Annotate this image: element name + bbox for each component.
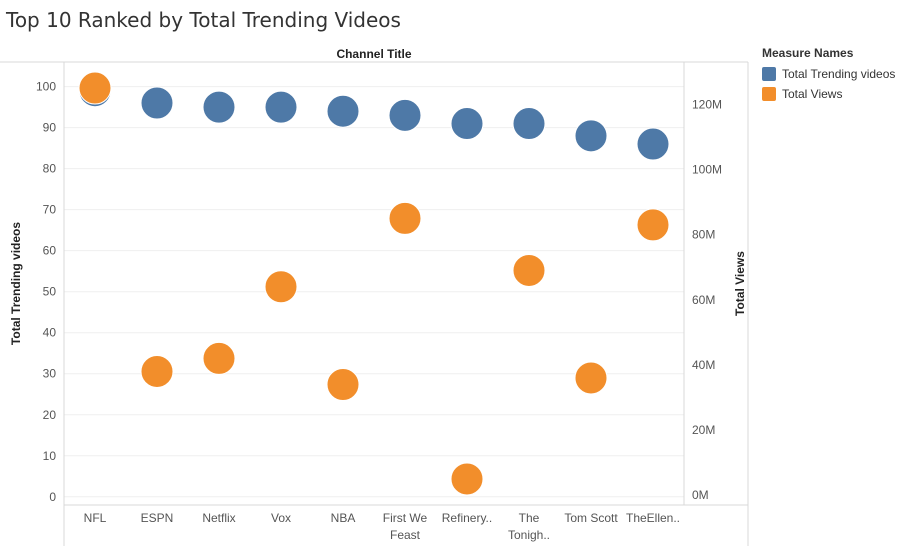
x-tick-label: Refinery.. bbox=[442, 511, 492, 525]
y-tick-label: 40 bbox=[43, 326, 57, 340]
y2-tick-label: 120M bbox=[692, 97, 722, 111]
legend-label-views: Total Views bbox=[782, 87, 843, 101]
x-tick-label: First We bbox=[383, 511, 428, 525]
point-trending-9 bbox=[636, 127, 670, 161]
x-tick-label: Tom Scott bbox=[564, 511, 618, 525]
x-tick-label: TheEllen.. bbox=[626, 511, 680, 525]
y-tick-label: 60 bbox=[43, 244, 57, 258]
x-tick-label: Tonigh.. bbox=[508, 528, 550, 542]
x-tick-label: Vox bbox=[271, 511, 291, 525]
y-axis-title: Total Trending videos bbox=[9, 222, 23, 345]
point-views-8 bbox=[574, 361, 608, 395]
point-views-2 bbox=[202, 341, 236, 375]
point-views-7 bbox=[512, 253, 546, 287]
point-trending-6 bbox=[450, 107, 484, 141]
y-tick-label: 80 bbox=[43, 162, 57, 176]
y-tick-label: 10 bbox=[43, 449, 57, 463]
legend-label-trending: Total Trending videos bbox=[782, 67, 896, 81]
legend-item-trending[interactable]: Total Trending videos bbox=[762, 64, 895, 84]
y-tick-label: 50 bbox=[43, 285, 57, 299]
point-views-0 bbox=[78, 71, 112, 105]
point-trending-3 bbox=[264, 90, 298, 124]
point-views-9 bbox=[636, 208, 670, 242]
y2-tick-label: 100M bbox=[692, 162, 722, 176]
legend-swatch-trending bbox=[762, 67, 776, 81]
point-views-4 bbox=[326, 367, 360, 401]
y-tick-label: 30 bbox=[43, 367, 57, 381]
y2-axis-title: Total Views bbox=[733, 251, 747, 316]
y2-tick-label: 0M bbox=[692, 488, 709, 502]
point-trending-1 bbox=[140, 86, 174, 120]
x-tick-label: ESPN bbox=[141, 511, 174, 525]
x-tick-label: NBA bbox=[331, 511, 356, 525]
legend-title: Measure Names bbox=[762, 46, 854, 60]
point-trending-7 bbox=[512, 107, 546, 141]
y2-tick-label: 80M bbox=[692, 228, 715, 242]
point-trending-5 bbox=[388, 98, 422, 132]
x-tick-label: Netflix bbox=[202, 511, 235, 525]
legend: Measure Names Total Trending videos Tota… bbox=[762, 46, 895, 104]
x-tick-label: NFL bbox=[84, 511, 107, 525]
x-tick-label: The bbox=[519, 511, 540, 525]
point-views-3 bbox=[264, 270, 298, 304]
y2-tick-label: 20M bbox=[692, 423, 715, 437]
column-header: Channel Title bbox=[336, 47, 411, 61]
y2-tick-label: 60M bbox=[692, 293, 715, 307]
y-tick-label: 20 bbox=[43, 408, 57, 422]
y-tick-label: 70 bbox=[43, 203, 57, 217]
point-views-6 bbox=[450, 462, 484, 496]
point-trending-2 bbox=[202, 90, 236, 124]
chart-title: Top 10 Ranked by Total Trending Videos bbox=[6, 8, 401, 32]
point-views-5 bbox=[388, 201, 422, 235]
y-tick-label: 100 bbox=[36, 80, 56, 94]
y-tick-label: 90 bbox=[43, 121, 57, 135]
legend-swatch-views bbox=[762, 87, 776, 101]
x-tick-label: Feast bbox=[390, 528, 421, 542]
point-views-1 bbox=[140, 354, 174, 388]
point-trending-4 bbox=[326, 94, 360, 128]
legend-item-views[interactable]: Total Views bbox=[762, 84, 895, 104]
point-trending-8 bbox=[574, 119, 608, 153]
y-tick-label: 0 bbox=[49, 490, 56, 504]
y2-tick-label: 40M bbox=[692, 358, 715, 372]
